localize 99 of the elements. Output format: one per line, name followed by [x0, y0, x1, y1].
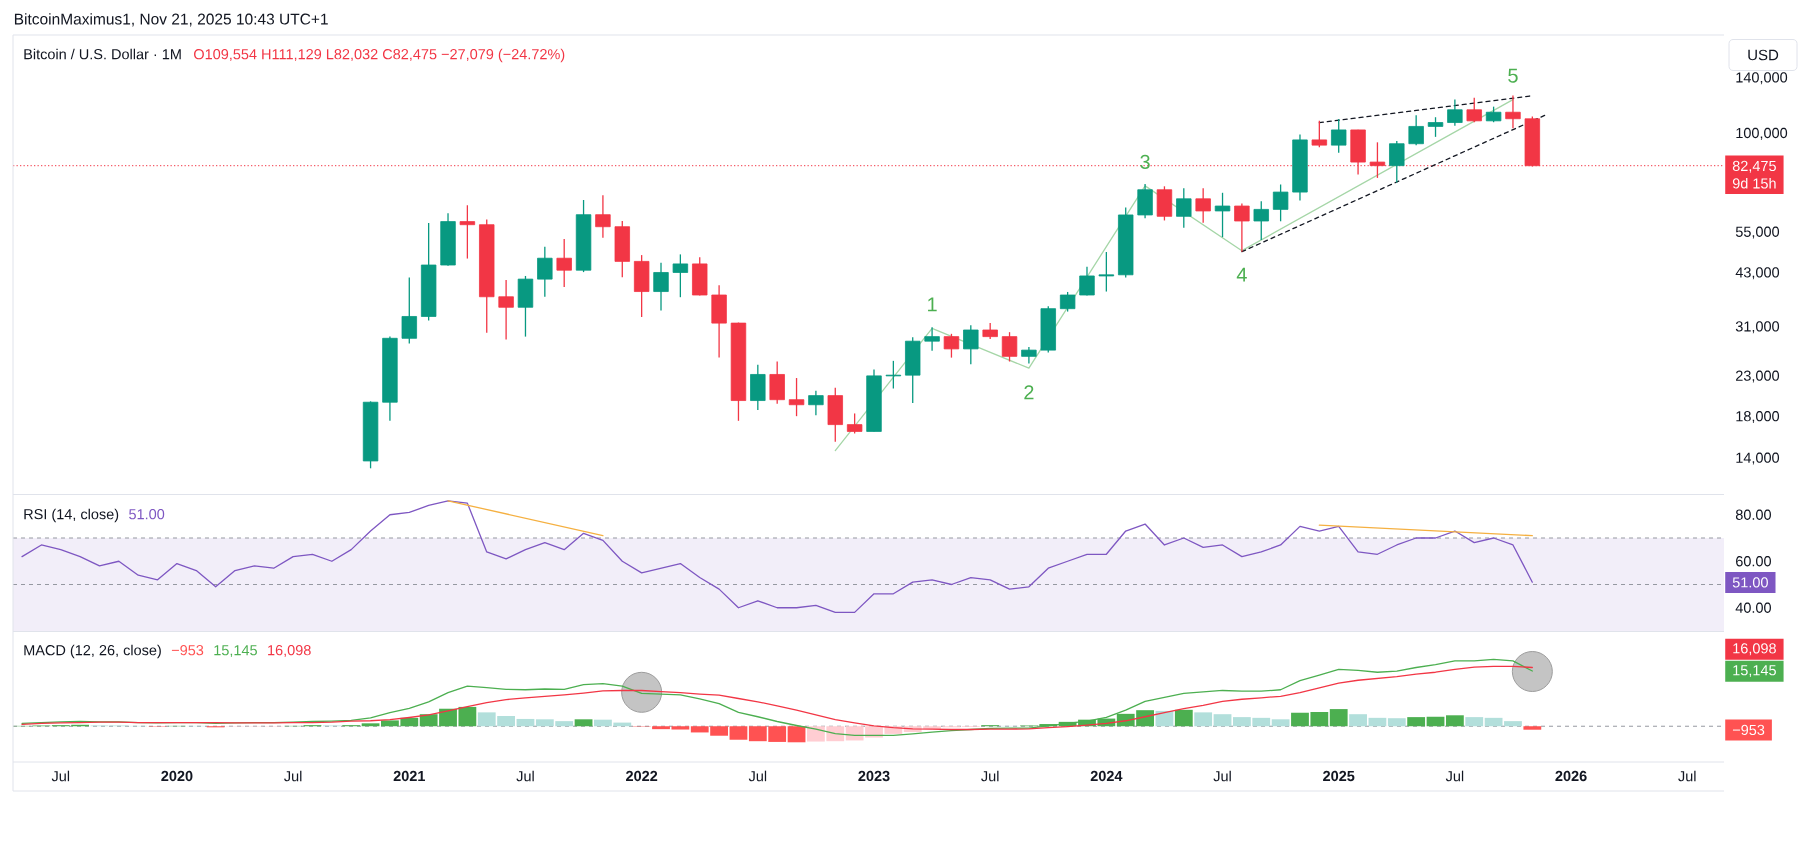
text: O109,554 H111,129 L82,032 C82,475 −27,079 (−24.72%): [194, 48, 565, 63]
ref-line-label: 82,475: [1732, 160, 1776, 173]
candlestick: [1408, 114, 1424, 146]
annotation: 2: [1024, 385, 1034, 400]
bar: [361, 723, 380, 727]
candlestick: [1253, 200, 1269, 241]
candlestick: [943, 333, 960, 359]
candlestick: [1447, 98, 1463, 127]
candlestick: [537, 246, 553, 298]
line-series: [834, 99, 1514, 452]
candlestick: [1001, 331, 1018, 363]
bar: [516, 718, 535, 727]
x-tick-label: Jul: [1213, 770, 1231, 782]
y-tick-label: 14,000: [1736, 452, 1780, 465]
candlestick: [808, 390, 824, 416]
candlestick: [1331, 118, 1347, 154]
x-tick-label: 2020: [161, 770, 193, 782]
candlestick: [401, 276, 417, 345]
candlestick: [1427, 116, 1444, 138]
candlestick: [1234, 202, 1250, 253]
candlestick: [1098, 251, 1115, 293]
x-tick-label: Jul: [981, 770, 999, 782]
y-tick-label: −953: [1732, 724, 1765, 736]
x-tick-label: 2021: [393, 770, 426, 782]
candlestick: [1311, 120, 1328, 148]
bar: [1349, 714, 1367, 727]
bar: [1329, 709, 1348, 727]
candlestick: [885, 360, 902, 390]
x-tick-label: Jul: [1445, 770, 1464, 782]
candlestick: [1195, 187, 1211, 224]
bar: [1194, 712, 1213, 727]
x-tick-label: 2025: [1323, 770, 1355, 782]
annotation: 51.00: [129, 509, 165, 520]
x-tick-label: 2023: [858, 770, 890, 782]
candlestick: [672, 253, 689, 298]
bar: [1271, 719, 1290, 727]
annotation: 1: [928, 297, 937, 312]
x-tick-label: 2024: [1090, 770, 1123, 782]
text: 16,098: [1733, 643, 1776, 656]
y-tick-label: 43,000: [1735, 267, 1780, 280]
candlestick: [1505, 94, 1521, 129]
x-tick-label: Jul: [51, 770, 70, 782]
x-tick-label: Jul: [284, 770, 302, 782]
annotation: 16,098: [268, 645, 311, 658]
annotation: 4: [1236, 267, 1247, 282]
candlestick: [459, 204, 476, 260]
annotation: 3: [1140, 154, 1150, 169]
bar: [1387, 718, 1406, 727]
y-tick-label: 18,000: [1736, 411, 1780, 424]
y-tick-label: 51.00: [1732, 577, 1768, 588]
y-tick-label: 140,000: [1736, 72, 1788, 85]
x-tick-label: Jul: [516, 770, 534, 782]
candlestick: [1466, 97, 1482, 123]
text: USD: [1748, 49, 1779, 61]
candlestick: [498, 279, 514, 341]
x-tick-label: Jul: [1678, 770, 1696, 782]
candlestick: [963, 324, 979, 365]
candlestick: [1176, 187, 1192, 229]
text: RSI (14, close): [24, 508, 119, 523]
x-tick-label: 2022: [626, 770, 658, 782]
bar: [1368, 717, 1387, 727]
candlestick: [924, 326, 940, 352]
candlestick: [846, 412, 863, 435]
y-tick-label: 100,000: [1736, 127, 1788, 140]
y-tick-label: 55,000: [1735, 226, 1780, 239]
y-tick-label: 15,145: [1733, 665, 1776, 678]
bar: [729, 726, 748, 740]
bar: [1523, 726, 1542, 730]
x-tick-label: 2026: [1555, 770, 1587, 782]
annotation: −953: [171, 645, 204, 656]
annotation: 5: [1508, 68, 1518, 83]
bar: [1407, 717, 1426, 727]
bar: [1426, 716, 1445, 727]
candlestick: [556, 238, 572, 288]
y-tick-label: 60.00: [1736, 556, 1771, 567]
candlestick: [595, 194, 611, 239]
bar: [574, 719, 593, 727]
y-tick-label: 80.00: [1735, 509, 1771, 520]
candlestick: [653, 262, 669, 312]
text: Bitcoin / U.S. Dollar · 1M: [24, 48, 181, 60]
bar: [787, 726, 806, 743]
text: MACD (12, 26, close): [24, 644, 161, 659]
x-tick-label: Jul: [748, 770, 767, 782]
candlestick: [1272, 183, 1289, 222]
y-tick-label: 40.00: [1735, 602, 1771, 613]
text: 9d 15h: [1732, 177, 1776, 189]
candlestick: [1059, 291, 1076, 313]
bar: [1465, 717, 1484, 727]
bar: [1174, 709, 1193, 727]
y-tick-label: 31,000: [1735, 321, 1780, 334]
bar: [1445, 715, 1464, 727]
bar: [1213, 714, 1232, 727]
candlestick: [1214, 192, 1231, 238]
text: BitcoinMaximus1, Nov 21, 2025 10:43 UTC+1: [14, 13, 328, 27]
annotation: 15,145: [214, 645, 257, 658]
candlestick: [788, 377, 805, 417]
candlestick: [1079, 266, 1095, 297]
y-tick-label: 23,000: [1736, 370, 1780, 383]
candlestick: [1389, 140, 1405, 184]
